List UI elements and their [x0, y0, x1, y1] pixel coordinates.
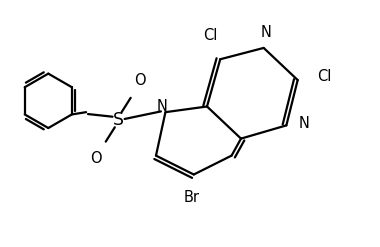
Text: O: O: [90, 151, 102, 166]
Text: N: N: [260, 25, 271, 40]
Text: Cl: Cl: [317, 69, 332, 84]
Text: N: N: [298, 116, 309, 131]
Text: S: S: [113, 111, 124, 129]
Text: N: N: [157, 99, 167, 114]
Text: O: O: [135, 73, 146, 88]
Text: Br: Br: [184, 190, 200, 206]
Text: Cl: Cl: [204, 28, 218, 43]
